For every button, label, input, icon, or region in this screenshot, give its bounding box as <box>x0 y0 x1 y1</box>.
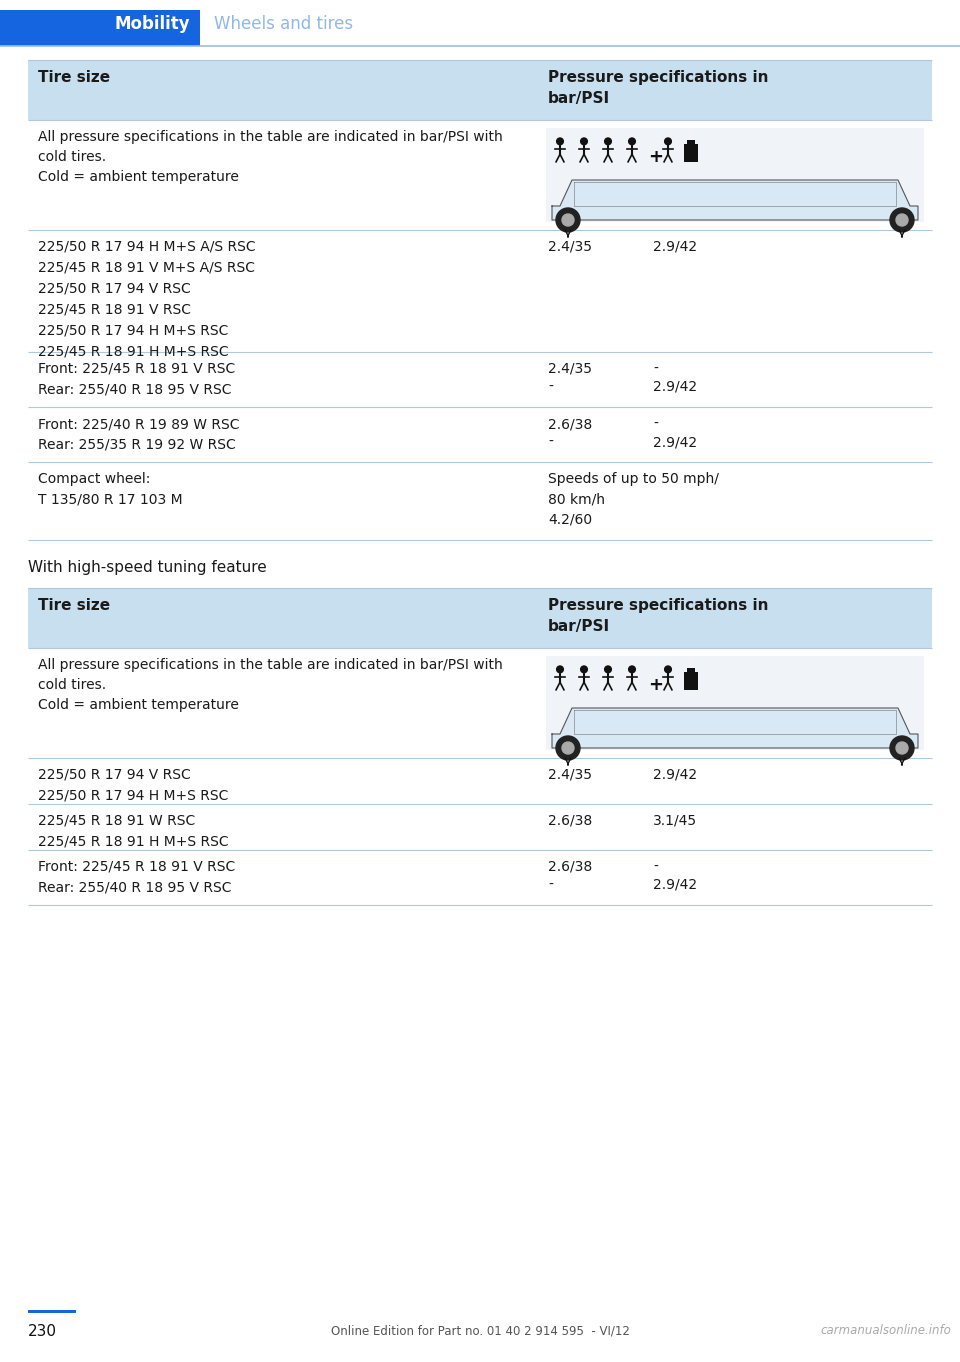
Circle shape <box>890 208 914 232</box>
Circle shape <box>629 138 636 144</box>
Text: -: - <box>548 434 553 449</box>
Text: 2.4/35: 2.4/35 <box>548 362 592 376</box>
Text: 3.1/45: 3.1/45 <box>653 814 697 828</box>
Text: -: - <box>653 417 658 430</box>
Bar <box>28 588 932 648</box>
Text: Front: 225/45 R 18 91 V RSC
Rear: 255/40 R 18 95 V RSC: Front: 225/45 R 18 91 V RSC Rear: 255/40… <box>38 362 235 396</box>
Circle shape <box>896 214 908 226</box>
Bar <box>546 128 924 222</box>
Text: -: - <box>548 878 553 892</box>
Text: Tire size: Tire size <box>38 69 110 84</box>
Polygon shape <box>552 180 918 221</box>
Text: +: + <box>648 676 663 695</box>
Text: 2.6/38: 2.6/38 <box>548 417 592 430</box>
Text: +: + <box>648 148 663 166</box>
Text: Front: 225/45 R 18 91 V RSC
Rear: 255/40 R 18 95 V RSC: Front: 225/45 R 18 91 V RSC Rear: 255/40… <box>38 859 235 895</box>
Circle shape <box>557 138 564 144</box>
Circle shape <box>581 138 588 144</box>
Circle shape <box>581 666 588 673</box>
Text: Compact wheel:
T 135/80 R 17 103 M: Compact wheel: T 135/80 R 17 103 M <box>38 473 182 507</box>
Text: 2.4/35: 2.4/35 <box>548 240 592 253</box>
Text: -: - <box>653 859 658 874</box>
Text: 2.6/38: 2.6/38 <box>548 859 592 874</box>
Circle shape <box>556 208 580 232</box>
Bar <box>28 60 932 120</box>
Text: Speeds of up to 50 mph/
80 km/h
4.2/60: Speeds of up to 50 mph/ 80 km/h 4.2/60 <box>548 473 719 526</box>
Text: -: - <box>548 380 553 394</box>
Text: All pressure specifications in the table are indicated in bar/PSI with
cold tire: All pressure specifications in the table… <box>38 658 503 712</box>
Circle shape <box>629 666 636 673</box>
Text: 2.9/42: 2.9/42 <box>653 878 697 892</box>
Bar <box>546 656 924 750</box>
Text: Tire size: Tire size <box>38 598 110 613</box>
Circle shape <box>556 735 580 760</box>
Text: Mobility: Mobility <box>114 15 190 33</box>
Text: 2.9/42: 2.9/42 <box>653 240 697 253</box>
Text: -: - <box>653 362 658 376</box>
Circle shape <box>890 735 914 760</box>
Text: Pressure specifications in
bar/PSI: Pressure specifications in bar/PSI <box>548 598 769 633</box>
Text: 225/45 R 18 91 W RSC
225/45 R 18 91 H M+S RSC: 225/45 R 18 91 W RSC 225/45 R 18 91 H M+… <box>38 814 228 849</box>
Text: 2.6/38: 2.6/38 <box>548 814 592 828</box>
Text: 225/50 R 17 94 V RSC
225/50 R 17 94 H M+S RSC: 225/50 R 17 94 V RSC 225/50 R 17 94 H M+… <box>38 768 228 802</box>
Circle shape <box>896 742 908 755</box>
Bar <box>684 671 698 691</box>
Text: All pressure specifications in the table are indicated in bar/PSI with
cold tire: All pressure specifications in the table… <box>38 129 503 184</box>
Bar <box>687 140 695 144</box>
Circle shape <box>557 666 564 673</box>
Text: 2.4/35: 2.4/35 <box>548 768 592 782</box>
Text: 2.9/42: 2.9/42 <box>653 380 697 394</box>
Circle shape <box>664 666 671 673</box>
Text: carmanualsonline.info: carmanualsonline.info <box>820 1324 950 1337</box>
Text: Wheels and tires: Wheels and tires <box>214 15 353 33</box>
Text: 2.9/42: 2.9/42 <box>653 768 697 782</box>
Circle shape <box>605 138 612 144</box>
Text: 225/50 R 17 94 H M+S A/S RSC
225/45 R 18 91 V M+S A/S RSC
225/50 R 17 94 V RSC
2: 225/50 R 17 94 H M+S A/S RSC 225/45 R 18… <box>38 240 255 358</box>
Bar <box>687 667 695 671</box>
Text: Front: 225/40 R 19 89 W RSC
Rear: 255/35 R 19 92 W RSC: Front: 225/40 R 19 89 W RSC Rear: 255/35… <box>38 417 239 452</box>
Bar <box>0 10 200 46</box>
Text: 2.9/42: 2.9/42 <box>653 434 697 449</box>
Circle shape <box>605 666 612 673</box>
Text: 230: 230 <box>28 1324 57 1339</box>
Bar <box>28 1310 76 1313</box>
Text: Pressure specifications in
bar/PSI: Pressure specifications in bar/PSI <box>548 69 769 106</box>
Circle shape <box>562 214 574 226</box>
Text: With high-speed tuning feature: With high-speed tuning feature <box>28 560 267 575</box>
Circle shape <box>664 138 671 144</box>
Circle shape <box>562 742 574 755</box>
Polygon shape <box>552 708 918 748</box>
Text: Online Edition for Part no. 01 40 2 914 595  - VI/12: Online Edition for Part no. 01 40 2 914 … <box>330 1324 630 1337</box>
Bar <box>684 144 698 162</box>
